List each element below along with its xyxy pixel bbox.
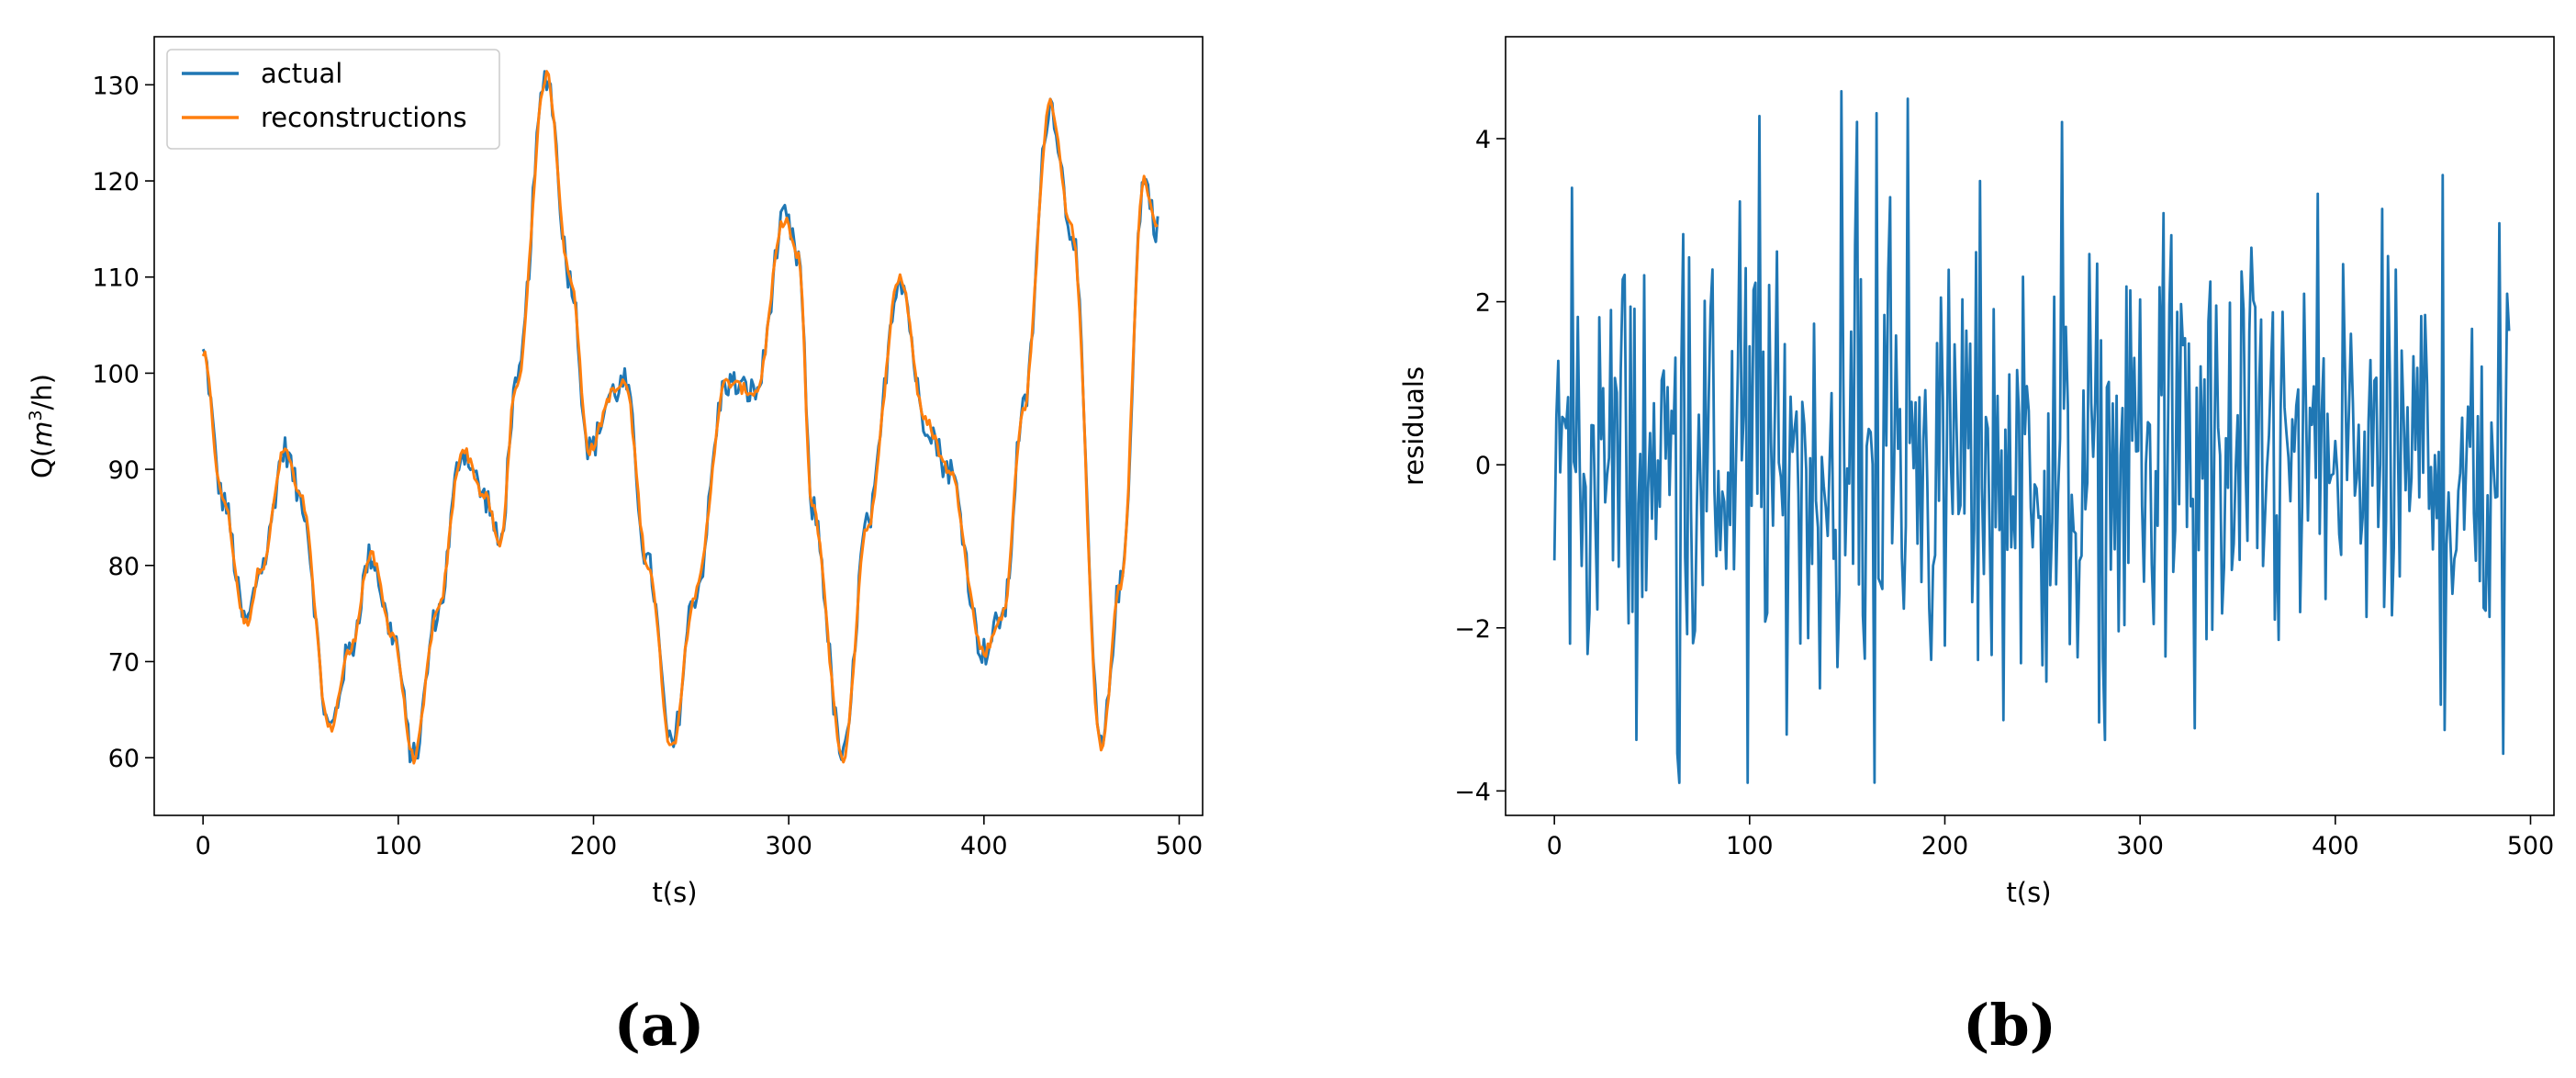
x-tick-label-a: 300	[765, 832, 812, 860]
y-tick-label-a: 90	[108, 456, 140, 485]
axes-frame-a	[153, 36, 1204, 816]
y-tick-label-b: 2	[1475, 289, 1491, 318]
x-tick-label-b: 400	[2312, 832, 2359, 860]
y-axis-label-b: residuals	[1398, 366, 1429, 486]
caption-a: (a)	[614, 992, 705, 1059]
y-tick-label-b: −4	[1454, 778, 1491, 806]
legend-label-reconstructions: reconstructions	[261, 102, 467, 133]
x-tick-label-a: 100	[375, 832, 422, 860]
y-tick-label-a: 100	[92, 360, 140, 388]
y-tick-label-a: 80	[108, 553, 140, 581]
x-tick-label-b: 0	[1547, 832, 1562, 860]
y-axis-label-a: Q(m3/h)	[26, 374, 58, 478]
y-axis-ticks-b: −4 −2 0 2 4	[1454, 126, 1506, 806]
y-tick-label-a: 130	[92, 72, 140, 100]
x-axis-ticks-a: 0 100 200 300 400 500	[196, 815, 1204, 860]
x-tick-label-a: 500	[1156, 832, 1204, 860]
series-line-residuals	[1552, 90, 2511, 784]
y-tick-label-b: 0	[1475, 452, 1491, 480]
x-axis-label-b: t(s)	[2006, 877, 2051, 908]
series-line-reconstructions	[201, 70, 1159, 765]
chart-panel-b: 0 100 200 300 400 500 −4 −2 0 2 4 t(s) residuals	[1398, 36, 2555, 908]
x-tick-label-b: 500	[2507, 832, 2555, 860]
x-tick-label-b: 200	[1921, 832, 1969, 860]
legend-box	[166, 49, 500, 150]
x-axis-ticks-b: 0 100 200 300 400 500	[1547, 815, 2555, 860]
y-tick-label-a: 110	[92, 264, 140, 293]
x-tick-label-a: 0	[196, 832, 211, 860]
x-tick-label-b: 100	[1726, 832, 1774, 860]
x-tick-label-a: 200	[570, 832, 618, 860]
x-axis-label-a: t(s)	[652, 877, 697, 908]
chart-panel-a: 0 100 200 300 400 500 60 70 80 90 100 110 120 130 t(…	[26, 36, 1204, 908]
y-tick-label-a: 70	[108, 648, 140, 677]
x-tick-label-a: 400	[960, 832, 1008, 860]
legend-label-actual: actual	[261, 58, 342, 89]
axes-frame-b	[1505, 36, 2555, 816]
y-axis-ticks-a: 60 70 80 90 100 110 120 130	[92, 72, 154, 773]
x-tick-label-b: 300	[2116, 832, 2164, 860]
y-tick-label-b: −2	[1454, 615, 1491, 644]
plot-area-a	[201, 70, 1159, 765]
y-tick-label-a: 120	[92, 168, 140, 197]
caption-b: (b)	[1963, 992, 2056, 1059]
legend-a: actual reconstructions	[166, 49, 500, 150]
y-tick-label-a: 60	[108, 745, 140, 773]
y-tick-label-b: 4	[1475, 126, 1491, 154]
plot-area-b	[1552, 90, 2511, 784]
